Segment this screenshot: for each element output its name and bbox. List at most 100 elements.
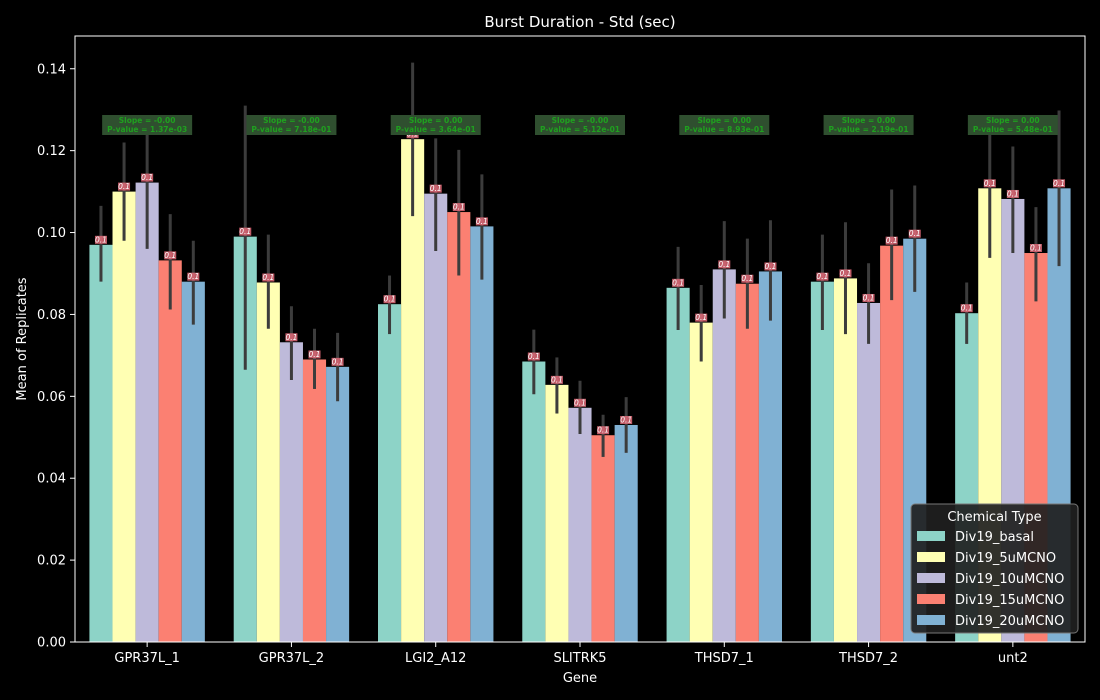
bar-GPR37L_1-Div19_20uMCNO (181, 281, 205, 642)
y-axis-label: Mean of Replicates (15, 277, 30, 400)
legend-swatch-Div19_15uMCNO (917, 594, 945, 604)
bar-label-bg (308, 350, 321, 359)
bar-label-bg (262, 273, 275, 282)
bar-GPR37L_2-Div19_20uMCNO (326, 366, 350, 642)
bar-label-bg (527, 352, 540, 361)
bar-value-label: 0.1 (430, 184, 442, 193)
bar-label-bg (187, 272, 200, 281)
bar-label-bg (429, 184, 442, 193)
x-tick-label: THSD7_2 (838, 651, 898, 666)
x-tick-label: unt2 (998, 651, 1028, 666)
bar-value-label: 0.1 (1007, 189, 1019, 198)
bar-label-bg (816, 272, 829, 281)
bar-SLITRK5-Div19_20uMCNO (614, 424, 638, 642)
bar-value-label: 0.1 (718, 260, 730, 269)
bar-GPR37L_1-Div19_basal (89, 244, 113, 642)
bar-label-bg (550, 375, 563, 384)
bar-label-bg (908, 229, 921, 238)
bar-label-bg (285, 333, 298, 342)
bar-THSD7_1-Div19_basal (666, 287, 690, 642)
stats-pvalue-text: P-value = 2.19e-01 (829, 125, 909, 134)
bar-label-bg (597, 426, 610, 435)
bar-value-label: 0.1 (332, 357, 344, 366)
stats-pvalue-text: P-value = 1.37e-03 (107, 125, 187, 134)
bar-value-label: 0.1 (476, 217, 488, 226)
stats-box-LGI2_A12 (390, 115, 481, 135)
bar-label-bg (620, 415, 633, 424)
bar-value-label: 0.1 (741, 274, 753, 283)
legend-box (910, 503, 1079, 634)
bar-value-label: 0.1 (886, 236, 898, 245)
bar-value-label: 0.1 (528, 352, 540, 361)
bar-THSD7_2-Div19_10uMCNO (857, 302, 881, 642)
x-tick-label: THSD7_1 (694, 651, 754, 666)
stats-pvalue-text: P-value = 7.18e-01 (251, 125, 331, 134)
bar-THSD7_1-Div19_15uMCNO (735, 283, 759, 642)
bar-value-label: 0.1 (141, 173, 153, 182)
bar-THSD7_1-Div19_20uMCNO (758, 271, 782, 642)
bar-value-label: 0.1 (909, 229, 921, 238)
stats-box-unt2 (967, 115, 1058, 135)
bar-label-bg (885, 236, 898, 245)
bar-value-label: 0.1 (384, 295, 396, 304)
bar-value-label: 0.1 (984, 179, 996, 188)
bar-label-bg (695, 313, 708, 322)
legend-label-Div19_basal: Div19_basal (955, 530, 1034, 545)
bar-THSD7_1-Div19_10uMCNO (712, 269, 736, 642)
bar-value-label: 0.1 (95, 235, 107, 244)
bar-value-label: 0.1 (239, 227, 251, 236)
bar-label-bg (452, 203, 465, 212)
chart-title: Burst Duration - Std (sec) (484, 13, 675, 31)
bar-value-label: 0.1 (672, 278, 684, 287)
bar-THSD7_2-Div19_15uMCNO (880, 245, 904, 642)
bar-SLITRK5-Div19_15uMCNO (591, 435, 615, 642)
bar-label-bg (764, 262, 777, 271)
plot-area: 0.1 0.1 0.1 0.1 0.1 0.1 0.1 0.1 0.1 0.1 0.1 0.1 0.1 0… (37, 35, 1086, 666)
stats-box-GPR37L_1 (102, 115, 193, 135)
x-tick-label: LGI2_A12 (405, 651, 466, 666)
bar-label-bg (331, 357, 344, 366)
bar-label-bg (239, 227, 252, 236)
bar-label-bg (960, 304, 973, 313)
stats-slope-text: Slope = 0.00 (697, 116, 751, 125)
bar-value-label: 0.1 (961, 304, 973, 313)
legend-swatch-Div19_10uMCNO (917, 573, 945, 583)
legend-swatch-Div19_basal (917, 531, 945, 541)
stats-box-THSD7_2 (823, 115, 914, 135)
bar-value-label: 0.1 (118, 182, 130, 191)
bar-value-label: 0.1 (309, 350, 321, 359)
stats-box-THSD7_1 (679, 115, 770, 135)
legend-title: Chemical Type (947, 510, 1041, 525)
stats-pvalue-text: P-value = 8.93e-01 (684, 125, 764, 134)
y-tick-label: 0.12 (37, 144, 66, 159)
bar-GPR37L_2-Div19_15uMCNO (302, 359, 327, 642)
stats-box-SLITRK5 (535, 115, 625, 135)
bar-value-label: 0.1 (164, 251, 176, 260)
bar-value-label: 0.1 (551, 375, 563, 384)
bar-SLITRK5-Div19_5uMCNO (545, 384, 569, 642)
bar-LGI2_A12-Div19_15uMCNO (447, 212, 471, 642)
bar-label-bg (94, 235, 107, 244)
bar-LGI2_A12-Div19_10uMCNO (424, 193, 448, 642)
x-tick-label: GPR37L_1 (114, 651, 180, 666)
y-tick-label: 0.00 (37, 636, 66, 651)
bar-GPR37L_1-Div19_15uMCNO (158, 260, 182, 642)
bar-label-bg (741, 274, 754, 283)
stats-slope-text: Slope = -0.00 (119, 116, 176, 125)
bar-value-label: 0.1 (764, 262, 776, 271)
stats-box-GPR37L_2 (246, 115, 337, 135)
bar-GPR37L_1-Div19_10uMCNO (135, 182, 159, 642)
bar-GPR37L_1-Div19_5uMCNO (112, 191, 136, 642)
bar-value-label: 0.1 (262, 273, 274, 282)
bar-label-bg (164, 251, 177, 260)
bar-label-bg (1006, 189, 1019, 198)
stats-slope-text: Slope = -0.00 (552, 116, 609, 125)
bar-SLITRK5-Div19_basal (522, 361, 546, 642)
bar-label-bg (839, 269, 852, 278)
y-tick-label: 0.06 (37, 390, 66, 405)
bar-label-bg (862, 293, 875, 302)
bar-label-bg (1029, 244, 1042, 253)
stats-slope-text: Slope = 0.00 (842, 116, 896, 125)
bar-label-bg (475, 217, 488, 226)
